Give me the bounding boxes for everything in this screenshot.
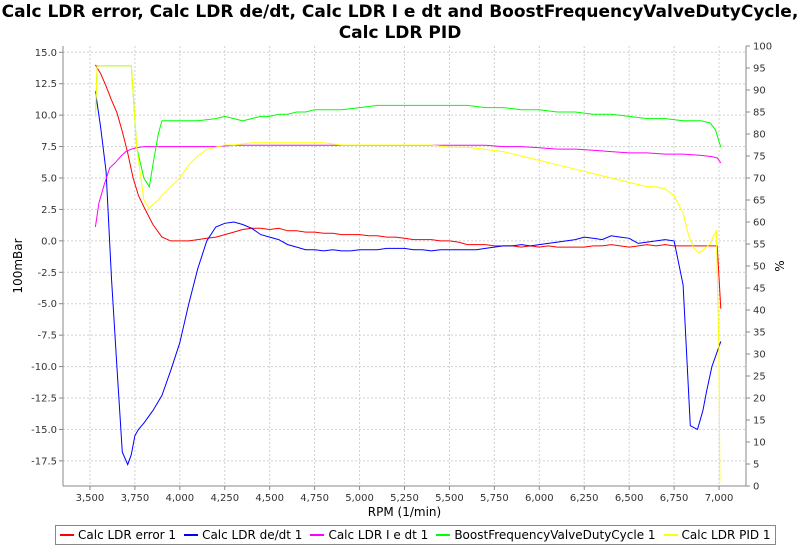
y-right-tick-label: 10 (753, 438, 766, 449)
x-tick-label: 5,250 (390, 493, 419, 504)
x-tick-label: 7,000 (705, 493, 734, 504)
y-left-tick-label: -7.5 (37, 331, 57, 342)
y-left-tick-label: 12.5 (35, 79, 57, 90)
legend-item-4: BoostFrequencyValveDutyCycle 1 (436, 528, 656, 542)
y-right-tick-label: 45 (753, 284, 766, 295)
series-line-2 (94, 91, 722, 466)
y-right-tick-label: 65 (753, 196, 766, 207)
y-axis-left-label: 100mBar (11, 238, 25, 293)
y-right-tick-label: 70 (753, 174, 766, 185)
x-tick-label: 5,750 (480, 493, 509, 504)
y-right-tick-label: 80 (753, 130, 766, 141)
y-left-tick-label: 7.5 (41, 142, 57, 153)
x-tick-label: 6,000 (525, 493, 554, 504)
legend-swatch (663, 534, 678, 536)
y-left-tick-label: -10.0 (31, 362, 57, 373)
y-right-tick-label: 40 (753, 306, 766, 317)
legend-swatch (184, 534, 199, 536)
y-right-tick-label: 90 (753, 86, 766, 97)
y-axis-right-label: % (773, 260, 787, 271)
y-right-tick-label: 35 (753, 328, 766, 339)
legend-swatch (436, 534, 451, 536)
legend-label: Calc LDR error 1 (78, 528, 177, 542)
legend-item-2: Calc LDR de/dt 1 (184, 528, 302, 542)
y-right-tick-label: 30 (753, 350, 766, 361)
y-left-tick-label: 0.0 (41, 236, 57, 247)
legend-label: Calc LDR PID 1 (681, 528, 771, 542)
legend-item-5: Calc LDR PID 1 (663, 528, 771, 542)
y-right-tick-label: 0 (753, 482, 759, 493)
legend-item-3: Calc LDR I e dt 1 (310, 528, 428, 542)
y-right-tick-label: 85 (753, 108, 766, 119)
y-left-tick-label: 5.0 (41, 174, 57, 185)
x-tick-label: 3,750 (121, 493, 150, 504)
legend-label: BoostFrequencyValveDutyCycle 1 (454, 528, 656, 542)
y-left-tick-label: -17.5 (31, 456, 57, 467)
x-tick-label: 4,250 (210, 493, 239, 504)
legend-swatch (60, 534, 74, 536)
legend-swatch (310, 534, 325, 536)
legend-item-1: Calc LDR error 1 (60, 528, 176, 542)
x-tick-label: 5,500 (435, 493, 464, 504)
y-right-tick-label: 100 (753, 42, 772, 53)
y-right-tick-label: 75 (753, 152, 766, 163)
chart-title-line-2: Calc LDR PID (338, 23, 462, 43)
legend-label: Calc LDR de/dt 1 (202, 528, 303, 542)
series-line-5 (94, 65, 721, 482)
chart-title-line-1: Calc LDR error, Calc LDR de/dt, Calc LDR… (1, 2, 799, 22)
legend-label: Calc LDR I e dt 1 (328, 528, 429, 542)
y-right-tick-label: 25 (753, 372, 766, 383)
x-axis-label: RPM (1/min) (368, 505, 441, 519)
x-tick-label: 5,000 (345, 493, 374, 504)
y-right-tick-label: 95 (753, 64, 766, 75)
chart-legend: Calc LDR error 1 Calc LDR de/dt 1 Calc LDR… (55, 525, 776, 545)
y-right-tick-label: 20 (753, 394, 766, 405)
x-tick-label: 3,500 (76, 493, 105, 504)
y-left-tick-label: -15.0 (31, 425, 57, 436)
x-tick-label: 4,000 (166, 493, 195, 504)
x-tick-label: 6,750 (660, 493, 689, 504)
y-left-tick-label: 10.0 (35, 111, 57, 122)
y-right-tick-label: 55 (753, 240, 766, 251)
y-left-tick-label: 15.0 (35, 48, 57, 59)
y-left-tick-label: -12.5 (31, 394, 57, 405)
series-line-1 (94, 64, 722, 309)
x-tick-label: 4,750 (300, 493, 329, 504)
y-right-tick-label: 50 (753, 262, 766, 273)
chart-title: Calc LDR error, Calc LDR de/dt, Calc LDR… (0, 2, 800, 44)
y-left-tick-label: -5.0 (37, 299, 57, 310)
y-right-tick-label: 60 (753, 218, 766, 229)
series-line-4 (94, 65, 722, 189)
x-tick-label: 6,250 (570, 493, 599, 504)
y-right-tick-label: 15 (753, 416, 766, 427)
y-left-tick-label: -2.5 (37, 268, 57, 279)
y-left-tick-label: 2.5 (41, 205, 57, 216)
y-right-tick-label: 5 (753, 460, 759, 471)
x-tick-label: 6,500 (615, 493, 644, 504)
x-tick-label: 4,500 (255, 493, 284, 504)
